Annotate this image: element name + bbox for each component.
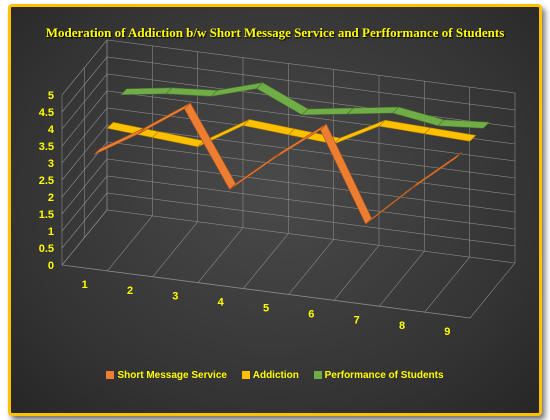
floor-line <box>107 215 153 272</box>
legend-item-sms: Short Message Service <box>106 370 227 381</box>
legend-key-performance <box>313 371 322 379</box>
x-tick-label: 4 <box>218 297 225 309</box>
series-segment <box>378 119 432 135</box>
y-tick-label: 4.5 <box>39 107 54 119</box>
chart-frame: Moderation of Addiction b/w Short Messag… <box>8 4 542 416</box>
x-tick-label: 2 <box>127 285 133 297</box>
legend-key-addiction <box>241 371 250 379</box>
y-axis-ticks: 0 0.5 1 1.5 2 2.5 3 3.5 4 4.5 5 <box>39 90 55 272</box>
y-tick-label: 3 <box>48 158 54 170</box>
series-segment <box>119 87 173 96</box>
y-tick-label: 0.5 <box>39 243 54 255</box>
legend-item-addiction: Addiction <box>241 370 299 381</box>
floor-edge <box>61 264 471 319</box>
x-axis-ticks: 1 2 3 4 5 6 7 8 9 <box>82 279 451 338</box>
y-tick-label: 1.5 <box>39 209 54 221</box>
x-tick-label: 7 <box>354 314 360 326</box>
x-tick-label: 9 <box>444 326 450 338</box>
y-tick-label: 1 <box>48 226 54 238</box>
x-tick-label: 8 <box>399 320 405 332</box>
series-segment <box>346 106 400 115</box>
y-tick-label: 0 <box>48 260 54 272</box>
y-tick-label: 2.5 <box>39 175 54 187</box>
floor-line <box>379 251 425 307</box>
floor-line <box>288 239 334 295</box>
floor-line <box>197 227 244 283</box>
series-segment <box>437 119 491 129</box>
series-segment <box>301 107 355 116</box>
series-segment <box>410 151 463 190</box>
series-segment <box>138 102 191 134</box>
series-segment <box>165 87 219 97</box>
x-tick-label: 5 <box>263 303 269 315</box>
legend-item-performance: Performance of Students <box>313 370 444 381</box>
x-tick-label: 1 <box>82 279 88 291</box>
series-segment <box>210 82 264 97</box>
series-segment <box>365 183 418 225</box>
chart-grid <box>61 39 516 319</box>
chart-series <box>93 82 491 225</box>
floor-line <box>243 233 289 289</box>
y-tick-label: 2 <box>48 192 54 204</box>
chart-legend: Short Message Service Addiction Performa… <box>0 370 550 381</box>
legend-label-addiction: Addiction <box>252 370 299 381</box>
series-segment <box>423 127 477 142</box>
series-segment <box>183 102 237 191</box>
series-segment <box>242 119 296 136</box>
series-segment <box>229 151 282 190</box>
chart-title: Moderation of Addiction b/w Short Messag… <box>45 25 505 40</box>
floor-line <box>424 256 470 313</box>
series-segment <box>256 82 309 116</box>
y-tick-label: 5 <box>48 90 54 102</box>
x-tick-label: 6 <box>308 308 314 320</box>
y-tick-label: 4 <box>48 124 55 136</box>
legend-key-sms <box>106 371 115 379</box>
floor-line <box>469 262 516 319</box>
legend-label-performance: Performance of Students <box>324 370 444 381</box>
floor-line <box>152 221 198 277</box>
y-tick-label: 3.5 <box>39 141 54 153</box>
floor-line <box>333 245 380 301</box>
x-tick-label: 3 <box>172 291 178 303</box>
series-segment <box>151 131 205 148</box>
legend-label-sms: Short Message Service <box>117 370 227 381</box>
